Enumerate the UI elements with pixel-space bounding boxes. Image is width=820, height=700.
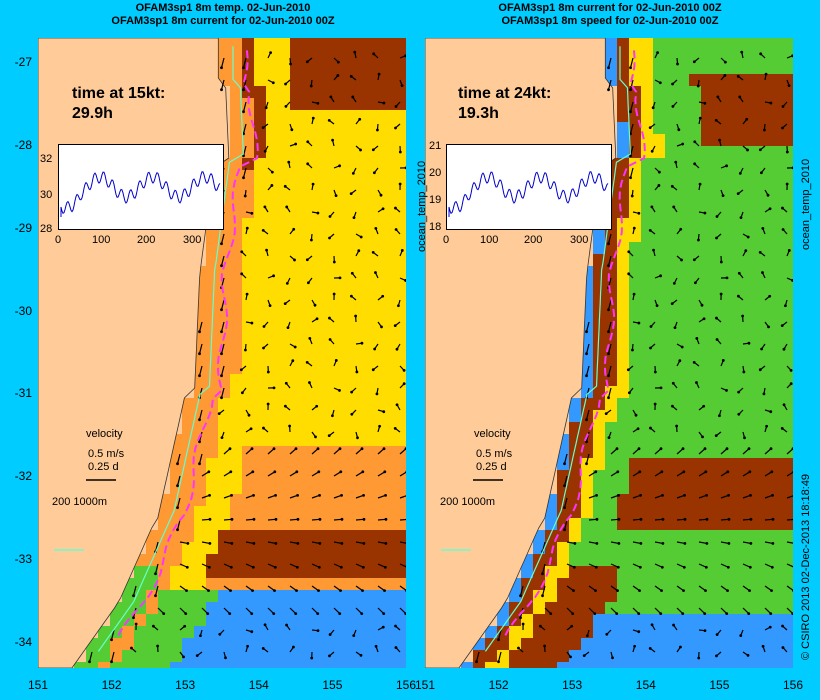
right-inset-series	[448, 171, 609, 217]
right-inset-xtick-1: 100	[480, 234, 499, 246]
left-time-label: time at 15kt:	[72, 85, 166, 102]
longitude-tick: 151	[414, 678, 436, 692]
right-inset-xtick-0: 0	[443, 234, 450, 246]
left-inset-plot	[58, 144, 224, 230]
longitude-tick: 153	[562, 678, 583, 692]
left-inset-xtick-2: 200	[137, 234, 156, 246]
left-inset-xtick-3: 300	[183, 234, 202, 246]
latitude-tick: -31	[14, 386, 32, 401]
left-temperature-map	[38, 38, 406, 668]
left-inset-series	[60, 171, 221, 217]
left-velocity-days: 0.25 d	[88, 461, 119, 473]
longitude-tick: 156	[782, 678, 804, 692]
right-inset-ytick-0: 21	[429, 140, 442, 152]
longitude-tick: 154	[248, 678, 269, 692]
ship-track	[115, 50, 259, 640]
left-inset-ytick-0: 32	[40, 153, 53, 165]
depth-contour	[484, 46, 631, 652]
longitude-tick: 152	[101, 678, 122, 692]
right-velocity-label: velocity	[474, 428, 511, 440]
right-inset-ytick-1: 20	[429, 167, 442, 179]
right-inset-plot	[446, 144, 612, 230]
right-map-panel	[425, 38, 793, 668]
left-title-line2: OFAM3sp1 8m current for 02-Jun-2010 00Z	[111, 15, 335, 27]
right-velocity-speed: 0.5 m/s	[476, 448, 513, 460]
left-inset-ytick-2: 28	[40, 223, 53, 235]
latitude-tick: -32	[14, 469, 32, 484]
right-velocity-days: 0.25 d	[476, 461, 507, 473]
right-title-line2: OFAM3sp1 8m speed for 02-Jun-2010 00Z	[501, 15, 719, 27]
latitude-tick: -30	[14, 303, 32, 318]
right-time-label: time at 24kt:	[458, 85, 552, 102]
credit-label: © CSIRO 2013 02-Dec-2013 18:18:49	[800, 473, 812, 660]
longitude-tick: 155	[322, 678, 343, 692]
left-inset-ytick-1: 30	[40, 189, 53, 201]
right-inset-ytick-3: 18	[429, 221, 442, 233]
longitude-tick: 155	[709, 678, 730, 692]
right-title-line1: OFAM3sp1 8m current for 02-Jun-2010 00Z	[498, 2, 722, 14]
longitude-tick: 154	[635, 678, 656, 692]
latitude-tick: -27	[14, 54, 32, 69]
left-inset-xtick-0: 0	[55, 234, 62, 246]
right-inset-ytick-2: 19	[429, 194, 442, 206]
left-title-line1: OFAM3sp1 8m temp. 02-Jun-2010	[135, 2, 311, 14]
right-inset-side-label: ocean_temp_2010	[416, 160, 428, 252]
longitude-tick: 152	[488, 678, 509, 692]
latitude-tick: -33	[14, 552, 32, 567]
latitude-tick: -34	[14, 635, 32, 650]
left-velocity-speed: 0.5 m/s	[88, 448, 125, 460]
side-label: ocean_temp_2010	[800, 158, 812, 250]
left-inset-xtick-1: 100	[92, 234, 111, 246]
longitude-tick: 151	[27, 678, 49, 692]
latitude-tick: -29	[14, 220, 32, 235]
right-speed-map	[425, 38, 793, 668]
series-line	[60, 171, 221, 217]
longitude-tick: 153	[175, 678, 196, 692]
right-time-value: 19.3h	[458, 105, 499, 122]
left-map-panel	[38, 38, 406, 668]
left-depth-label: 200 1000m	[52, 496, 108, 508]
longitude-tick: 156	[395, 678, 417, 692]
right-inset-xtick-2: 200	[524, 234, 543, 246]
right-inset-xtick-3: 300	[570, 234, 589, 246]
ship-track	[502, 50, 646, 640]
depth-contour	[97, 46, 244, 652]
right-depth-label: 200 1000m	[440, 496, 496, 508]
left-velocity-label: velocity	[86, 428, 123, 440]
series-line	[448, 171, 609, 217]
latitude-tick: -28	[14, 137, 32, 152]
left-time-value: 29.9h	[72, 105, 113, 122]
